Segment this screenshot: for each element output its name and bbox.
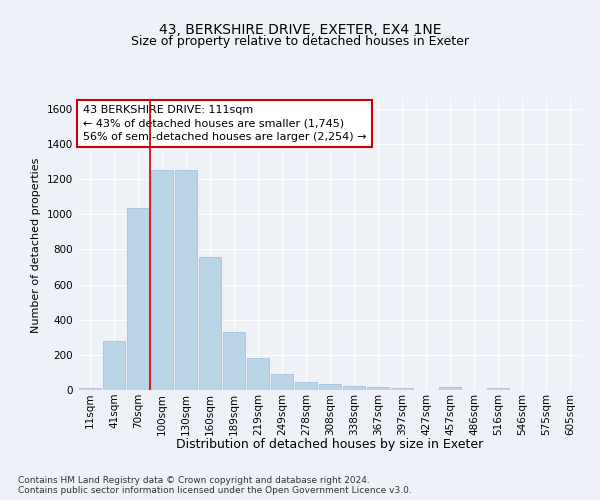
Bar xyxy=(343,386,365,390)
Bar xyxy=(79,388,101,390)
Text: 43, BERKSHIRE DRIVE, EXETER, EX4 1NE: 43, BERKSHIRE DRIVE, EXETER, EX4 1NE xyxy=(159,22,441,36)
Text: 43 BERKSHIRE DRIVE: 111sqm
← 43% of detached houses are smaller (1,745)
56% of s: 43 BERKSHIRE DRIVE: 111sqm ← 43% of deta… xyxy=(83,106,366,142)
Bar xyxy=(175,170,197,390)
Bar xyxy=(367,387,389,390)
Bar xyxy=(199,258,221,390)
Bar xyxy=(271,374,293,390)
Bar xyxy=(127,208,149,390)
Bar xyxy=(391,388,413,390)
Y-axis label: Number of detached properties: Number of detached properties xyxy=(31,158,41,332)
Bar xyxy=(151,170,173,390)
Bar xyxy=(223,332,245,390)
Bar xyxy=(439,387,461,390)
Text: Contains HM Land Registry data © Crown copyright and database right 2024.
Contai: Contains HM Land Registry data © Crown c… xyxy=(18,476,412,495)
Bar xyxy=(487,388,509,390)
X-axis label: Distribution of detached houses by size in Exeter: Distribution of detached houses by size … xyxy=(176,438,484,450)
Text: Size of property relative to detached houses in Exeter: Size of property relative to detached ho… xyxy=(131,35,469,48)
Bar xyxy=(319,384,341,390)
Bar xyxy=(103,341,125,390)
Bar xyxy=(295,382,317,390)
Bar xyxy=(247,358,269,390)
